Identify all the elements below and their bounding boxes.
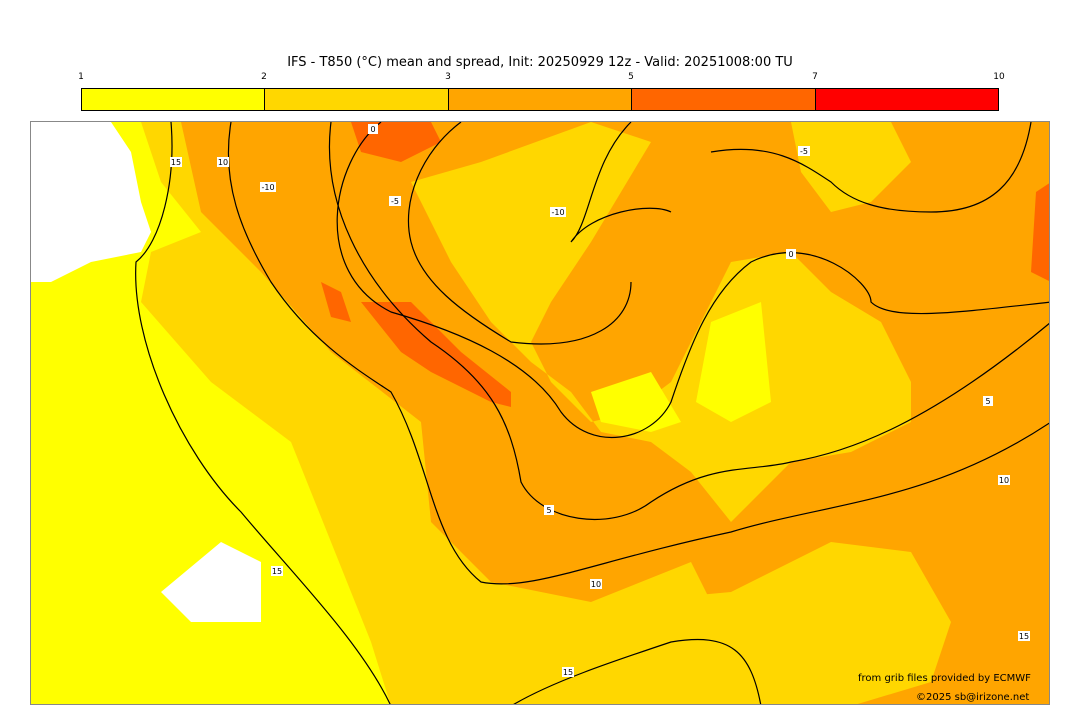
colorbar-tick: 3 [445, 72, 451, 82]
isotherm-15-south [513, 638, 762, 704]
contour-label: 0 [370, 125, 375, 134]
contour-label: 15 [272, 567, 282, 576]
contour-label: 5 [546, 506, 551, 515]
map-canvas: 15 10 -10 0 -5 -10 -5 0 5 10 5 10 15 15 … [31, 122, 1049, 704]
isotherm-5 [328, 122, 1049, 521]
colorbar-segment [815, 89, 999, 110]
map-title: IFS - T850 (°C) mean and spread, Init: 2… [287, 55, 793, 70]
isotherm-15 [135, 122, 391, 704]
colorbar-segment [82, 89, 266, 110]
contour-label: -5 [800, 147, 808, 156]
spread-field-darkorange [361, 302, 511, 407]
colorbar-tick: 2 [261, 72, 267, 82]
contour-label: 10 [999, 476, 1009, 485]
spread-field-gold [411, 122, 911, 522]
colorbar-segment [265, 89, 449, 110]
contour-label: 0 [788, 250, 793, 259]
spread-map: 15 10 -10 0 -5 -10 -5 0 5 10 5 10 15 15 … [30, 121, 1050, 705]
isotherm-m10 [570, 122, 672, 243]
contour-label: 15 [171, 158, 181, 167]
land-mask [31, 122, 151, 282]
contour-labels: 15 10 -10 0 -5 -10 -5 0 5 10 5 10 15 15 … [170, 124, 1030, 677]
isotherm-10 [227, 122, 1049, 585]
contour-label: 5 [985, 397, 990, 406]
isotherm-m5 [407, 122, 632, 345]
land-mask [161, 542, 261, 622]
isotherm-0 [336, 122, 1049, 438]
spread-field-gold [591, 542, 951, 704]
colorbar-tick: 7 [812, 72, 818, 82]
data-source-credit: from grib files provided by ECMWF [858, 673, 1031, 684]
colorbar-tick: 10 [993, 72, 1005, 82]
spread-field-darkorange [1031, 183, 1049, 281]
spread-field-gold [791, 122, 911, 212]
colorbar-segment [632, 89, 816, 110]
spread-field-darkorange [321, 282, 351, 322]
contour-label: -10 [551, 208, 564, 217]
spread-field-yellow [591, 372, 681, 432]
colorbar-tick: 1 [78, 72, 84, 82]
colorbar [81, 88, 999, 111]
copyright-credit: ©2025 sb@irizone.net [916, 692, 1030, 703]
colorbar-tick: 5 [628, 72, 634, 82]
contour-label: -5 [391, 197, 399, 206]
isotherms [135, 122, 1049, 704]
spread-field-yellow [31, 122, 391, 704]
contour-label: 10 [591, 580, 601, 589]
spread-field-yellow [696, 302, 771, 422]
contour-label: -10 [261, 183, 274, 192]
contour-label: 10 [218, 158, 228, 167]
contour-label: 15 [1019, 632, 1029, 641]
colorbar-segment [448, 89, 633, 110]
isotherm-m5-east [710, 122, 1032, 213]
contour-label: 15 [563, 668, 573, 677]
